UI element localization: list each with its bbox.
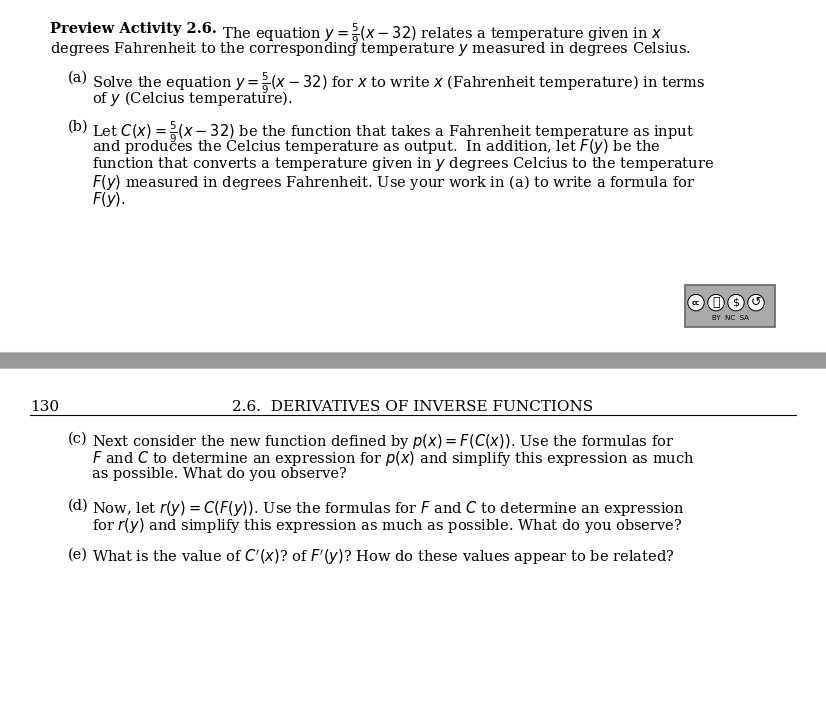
- Text: function that converts a temperature given in $y$ degrees Celcius to the tempera: function that converts a temperature giv…: [92, 155, 714, 173]
- Text: The equation $y = \frac{5}{9}(x - 32)$ relates a temperature given in $x$: The equation $y = \frac{5}{9}(x - 32)$ r…: [218, 22, 662, 47]
- Text: What is the value of $C'(x)$? of $F'(y)$? How do these values appear to be relat: What is the value of $C'(x)$? of $F'(y)$…: [92, 548, 674, 567]
- Text: $F(y)$ measured in degrees Fahrenheit. Use your work in (a) to write a formula f: $F(y)$ measured in degrees Fahrenheit. U…: [92, 173, 695, 191]
- Text: Next consider the new function defined by $p(x) = F(C(x))$. Use the formulas for: Next consider the new function defined b…: [92, 432, 674, 451]
- Bar: [0, 352, 826, 368]
- Circle shape: [709, 296, 723, 310]
- Text: cc: cc: [692, 300, 700, 306]
- Text: $F$ and $C$ to determine an expression for $p(x)$ and simplify this expression a: $F$ and $C$ to determine an expression f…: [92, 450, 695, 468]
- FancyBboxPatch shape: [685, 285, 775, 327]
- Text: and produces the Celcius temperature as output.  In addition, let $F(y)$ be the: and produces the Celcius temperature as …: [92, 138, 661, 156]
- Text: $: $: [733, 298, 739, 308]
- Circle shape: [748, 295, 764, 311]
- Text: BY  NC  SA: BY NC SA: [711, 315, 748, 321]
- Circle shape: [728, 295, 744, 311]
- Text: degrees Fahrenheit to the corresponding temperature $y$ measured in degrees Cels: degrees Fahrenheit to the corresponding …: [50, 39, 691, 58]
- Circle shape: [688, 295, 704, 311]
- Circle shape: [729, 296, 743, 310]
- Text: Now, let $r(y) = C(F(y))$. Use the formulas for $F$ and $C$ to determine an expr: Now, let $r(y) = C(F(y))$. Use the formu…: [92, 498, 685, 518]
- Circle shape: [708, 295, 724, 311]
- Text: as possible. What do you observe?: as possible. What do you observe?: [92, 467, 347, 481]
- Circle shape: [749, 296, 763, 310]
- Text: for $r(y)$ and simplify this expression as much as possible. What do you observe: for $r(y)$ and simplify this expression …: [92, 516, 682, 535]
- Text: Ⓘ: Ⓘ: [712, 296, 719, 309]
- Text: 2.6.  DERIVATIVES OF INVERSE FUNCTIONS: 2.6. DERIVATIVES OF INVERSE FUNCTIONS: [232, 400, 594, 414]
- Text: ↺: ↺: [751, 296, 762, 309]
- Text: of $y$ (Celcius temperature).: of $y$ (Celcius temperature).: [92, 89, 293, 108]
- Text: 130: 130: [30, 400, 59, 414]
- Text: Preview Activity 2.6.: Preview Activity 2.6.: [50, 22, 217, 36]
- Text: (a): (a): [68, 71, 88, 85]
- Text: (e): (e): [68, 548, 88, 561]
- Text: Let $C(x) = \frac{5}{9}(x - 32)$ be the function that takes a Fahrenheit tempera: Let $C(x) = \frac{5}{9}(x - 32)$ be the …: [92, 120, 694, 146]
- Text: (b): (b): [68, 120, 88, 134]
- Text: $F(y)$.: $F(y)$.: [92, 190, 126, 209]
- Text: (d): (d): [68, 498, 88, 513]
- Circle shape: [689, 296, 703, 310]
- Text: Solve the equation $y = \frac{5}{9}(x - 32)$ for $x$ to write $x$ (Fahrenheit te: Solve the equation $y = \frac{5}{9}(x - …: [92, 71, 705, 96]
- Text: (c): (c): [68, 432, 88, 446]
